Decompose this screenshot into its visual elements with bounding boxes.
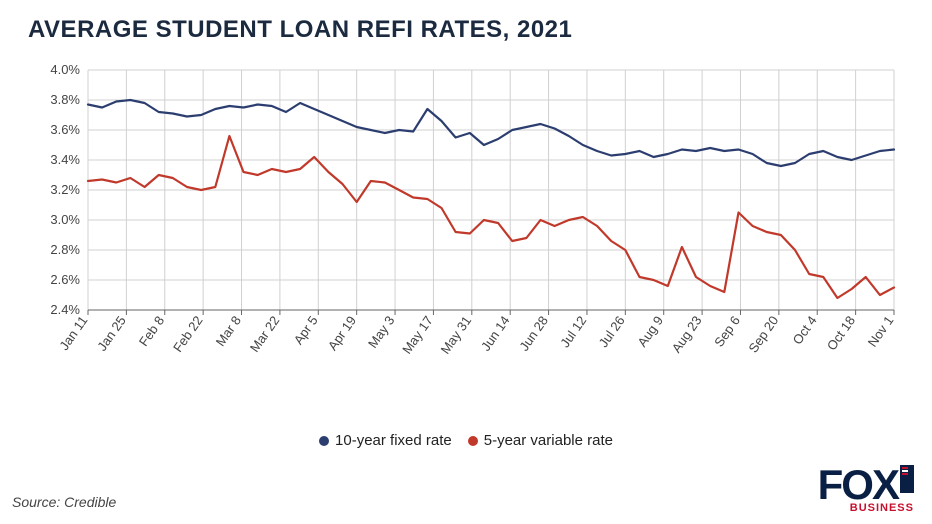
svg-text:May 31: May 31 <box>438 313 475 357</box>
legend-item: 10-year fixed rate <box>319 432 452 449</box>
svg-text:Jul 12: Jul 12 <box>557 313 589 350</box>
svg-text:2.6%: 2.6% <box>50 272 80 287</box>
svg-text:Aug 9: Aug 9 <box>634 313 666 349</box>
svg-text:Mar 22: Mar 22 <box>247 313 282 355</box>
chart-title: AVERAGE STUDENT LOAN REFI RATES, 2021 <box>28 16 572 44</box>
svg-text:Jun 14: Jun 14 <box>478 313 513 354</box>
svg-text:Apr 5: Apr 5 <box>291 313 321 347</box>
legend-dot-icon <box>319 436 329 446</box>
legend-label: 5-year variable rate <box>484 432 613 449</box>
svg-text:Feb 22: Feb 22 <box>170 313 206 355</box>
svg-text:Sep 6: Sep 6 <box>711 313 743 349</box>
svg-text:Sep 20: Sep 20 <box>745 313 781 355</box>
svg-text:Nov 1: Nov 1 <box>865 313 897 349</box>
svg-text:2.8%: 2.8% <box>50 242 80 257</box>
svg-text:3.8%: 3.8% <box>50 92 80 107</box>
logo-text-top: FOX <box>818 464 898 506</box>
legend-label: 10-year fixed rate <box>335 432 452 449</box>
legend-dot-icon <box>468 436 478 446</box>
svg-text:Jul 26: Jul 26 <box>596 313 628 350</box>
svg-text:Oct 18: Oct 18 <box>824 313 858 353</box>
flag-icon <box>900 458 914 500</box>
svg-text:3.4%: 3.4% <box>50 152 80 167</box>
svg-text:Apr 19: Apr 19 <box>325 313 359 353</box>
legend: 10-year fixed rate 5-year variable rate <box>0 432 932 450</box>
svg-text:3.2%: 3.2% <box>50 182 80 197</box>
line-chart-svg: 2.4%2.6%2.8%3.0%3.2%3.4%3.6%3.8%4.0%Jan … <box>28 60 904 420</box>
svg-text:Jun 28: Jun 28 <box>516 313 551 354</box>
source-label: Source: Credible <box>12 494 116 510</box>
svg-text:4.0%: 4.0% <box>50 62 80 77</box>
svg-text:3.6%: 3.6% <box>50 122 80 137</box>
chart-area: 2.4%2.6%2.8%3.0%3.2%3.4%3.6%3.8%4.0%Jan … <box>28 60 904 440</box>
fox-business-logo: FOX BUSINESS <box>818 458 914 514</box>
svg-text:Mar 8: Mar 8 <box>213 313 244 349</box>
svg-text:3.0%: 3.0% <box>50 212 80 227</box>
svg-text:Jan 25: Jan 25 <box>94 313 129 354</box>
legend-item: 5-year variable rate <box>468 432 613 449</box>
svg-text:May 17: May 17 <box>399 313 436 357</box>
svg-text:Aug 23: Aug 23 <box>669 313 705 355</box>
svg-text:Oct 4: Oct 4 <box>790 313 820 347</box>
svg-text:Jan 11: Jan 11 <box>56 313 90 353</box>
svg-text:Feb 8: Feb 8 <box>136 313 167 349</box>
svg-text:May 3: May 3 <box>365 313 398 351</box>
